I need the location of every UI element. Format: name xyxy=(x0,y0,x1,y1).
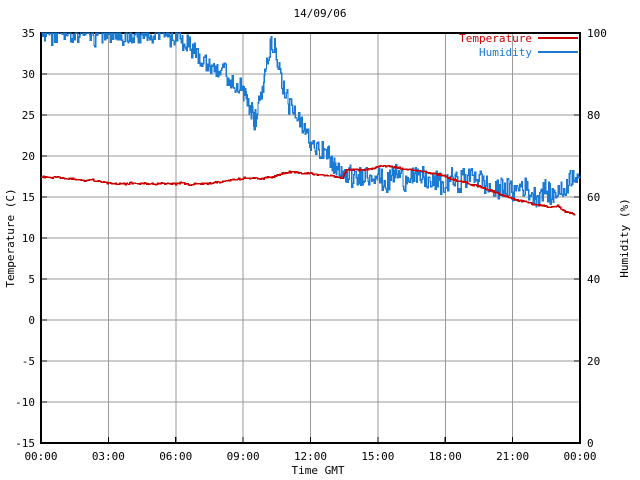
svg-text:-5: -5 xyxy=(22,355,35,368)
svg-text:06:00: 06:00 xyxy=(159,450,192,463)
svg-text:-15: -15 xyxy=(15,437,35,450)
y2-axis-tick-labels: 0 20 40 60 80 100 xyxy=(587,27,607,450)
svg-text:5: 5 xyxy=(28,273,35,286)
svg-text:18:00: 18:00 xyxy=(429,450,462,463)
svg-text:15:00: 15:00 xyxy=(361,450,394,463)
svg-text:80: 80 xyxy=(587,109,600,122)
svg-text:03:00: 03:00 xyxy=(92,450,125,463)
svg-text:20: 20 xyxy=(587,355,600,368)
temperature-series-line xyxy=(41,164,576,216)
svg-text:-10: -10 xyxy=(15,396,35,409)
svg-text:00:00: 00:00 xyxy=(24,450,57,463)
svg-text:10: 10 xyxy=(22,232,35,245)
svg-text:12:00: 12:00 xyxy=(294,450,327,463)
svg-text:35: 35 xyxy=(22,27,35,40)
svg-text:00:00: 00:00 xyxy=(563,450,596,463)
x-axis-tick-labels: 00:00 03:00 06:00 09:00 12:00 15:00 18:00 21:00… xyxy=(24,450,596,463)
svg-text:40: 40 xyxy=(587,273,600,286)
y-axis-title: Temperature (C) xyxy=(4,188,17,287)
svg-text:25: 25 xyxy=(22,109,35,122)
svg-text:15: 15 xyxy=(22,191,35,204)
svg-text:0: 0 xyxy=(28,314,35,327)
svg-text:21:00: 21:00 xyxy=(496,450,529,463)
svg-text:30: 30 xyxy=(22,68,35,81)
legend-label-humidity: Humidity xyxy=(479,46,532,59)
svg-text:0: 0 xyxy=(587,437,594,450)
x-axis-title: Time GMT xyxy=(292,464,345,477)
plot-frame xyxy=(40,32,581,444)
y2-axis-title: Humidity (%) xyxy=(618,198,631,277)
svg-text:100: 100 xyxy=(587,27,607,40)
y-axis-tick-labels: -15 -10 -5 0 5 10 15 20 25 30 35 xyxy=(15,27,35,450)
svg-text:20: 20 xyxy=(22,150,35,163)
chart-title: 14/09/06 xyxy=(294,7,347,20)
svg-text:60: 60 xyxy=(587,191,600,204)
svg-text:09:00: 09:00 xyxy=(227,450,260,463)
legend-label-temperature: Temperature xyxy=(459,32,532,45)
chart-legend: Temperature Humidity xyxy=(459,32,578,59)
